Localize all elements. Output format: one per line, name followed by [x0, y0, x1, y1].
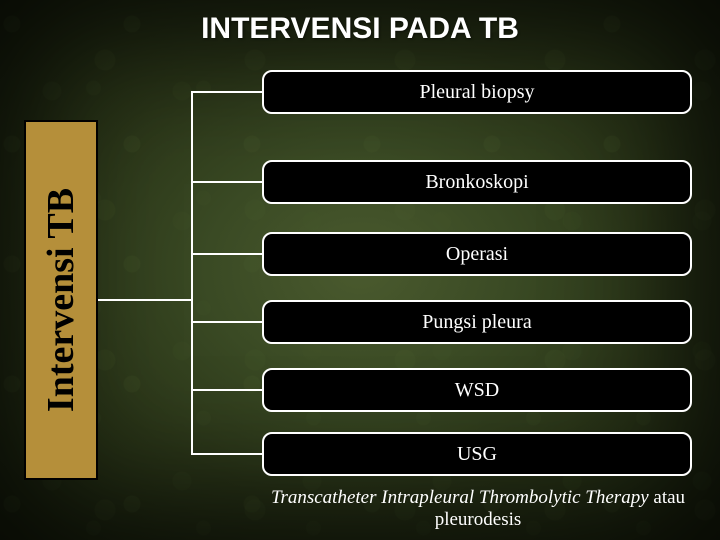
leaf-node: WSD — [262, 368, 692, 412]
root-label: Intervensi TB — [39, 188, 83, 412]
leaf-node: Operasi — [262, 232, 692, 276]
leaf-node: Pungsi pleura — [262, 300, 692, 344]
last-node-italic: Transcatheter Intrapleural Thrombolytic … — [271, 487, 649, 508]
leaf-node: Bronkoskopi — [262, 160, 692, 204]
leaf-node: USG — [262, 432, 692, 476]
leaf-node: Pleural biopsy — [262, 70, 692, 114]
leaf-node-last: Transcatheter Intrapleural Thrombolytic … — [248, 486, 708, 532]
root-node: Intervensi TB — [24, 120, 98, 480]
diagram: INTERVENSI PADA TB Intervensi TB Pleural… — [0, 0, 720, 540]
page-title: INTERVENSI PADA TB — [0, 12, 720, 46]
